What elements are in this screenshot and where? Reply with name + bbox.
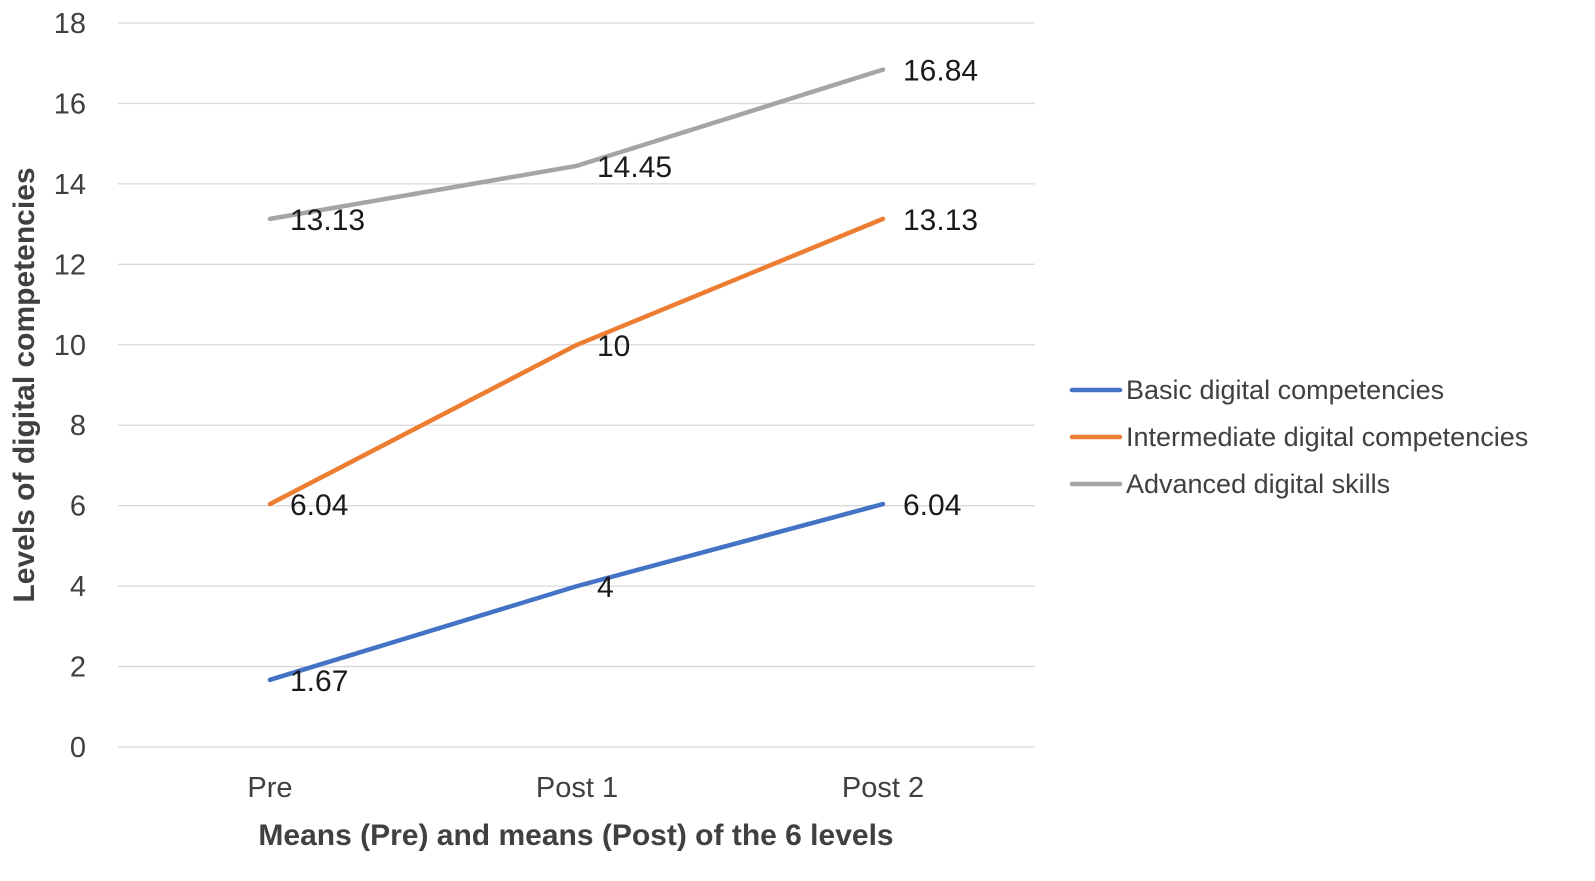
data-label: 6.04 bbox=[903, 489, 961, 522]
data-label: 10 bbox=[597, 330, 630, 363]
series-line-1 bbox=[267, 501, 886, 683]
data-label: 14.45 bbox=[597, 151, 672, 184]
y-tick-label: 8 bbox=[70, 410, 86, 442]
series-line-3 bbox=[267, 67, 886, 222]
legend-label: Advanced digital skills bbox=[1126, 469, 1390, 499]
data-label: 13.13 bbox=[290, 204, 365, 237]
y-axis-ticks: 0 2 4 6 8 10 12 14 16 18 bbox=[54, 8, 86, 764]
data-label: 4 bbox=[597, 571, 614, 604]
y-tick-label: 4 bbox=[70, 571, 86, 603]
x-tick-label: Post 1 bbox=[536, 772, 618, 804]
series-line-2 bbox=[267, 216, 886, 507]
data-label: 13.13 bbox=[903, 204, 978, 237]
x-axis-ticks: Pre Post 1 Post 2 bbox=[247, 772, 924, 804]
gridlines bbox=[118, 22, 1035, 748]
y-tick-label: 6 bbox=[70, 491, 86, 523]
legend-label: Basic digital competencies bbox=[1126, 375, 1444, 405]
x-tick-label: Pre bbox=[247, 772, 292, 804]
y-tick-label: 18 bbox=[54, 8, 86, 40]
y-tick-label: 2 bbox=[70, 652, 86, 684]
legend-label: Intermediate digital competencies bbox=[1126, 422, 1528, 452]
x-axis-title: Means (Pre) and means (Post) of the 6 le… bbox=[258, 819, 893, 852]
y-tick-label: 10 bbox=[54, 330, 86, 362]
y-axis-title: Levels of digital competencies bbox=[8, 167, 41, 602]
y-tick-label: 16 bbox=[54, 88, 86, 120]
legend: Basic digital competencies Intermediate d… bbox=[1069, 375, 1528, 499]
y-tick-label: 0 bbox=[70, 732, 86, 764]
data-label: 1.67 bbox=[290, 665, 348, 698]
data-label: 16.84 bbox=[903, 55, 978, 88]
x-tick-label: Post 2 bbox=[842, 772, 924, 804]
data-labels: 1.67 4 6.04 6.04 10 13.13 13.13 14.45 16.84 bbox=[290, 55, 978, 698]
y-tick-label: 14 bbox=[54, 169, 86, 201]
series-lines bbox=[267, 67, 886, 683]
y-tick-label: 12 bbox=[54, 249, 86, 281]
data-label: 6.04 bbox=[290, 489, 348, 522]
